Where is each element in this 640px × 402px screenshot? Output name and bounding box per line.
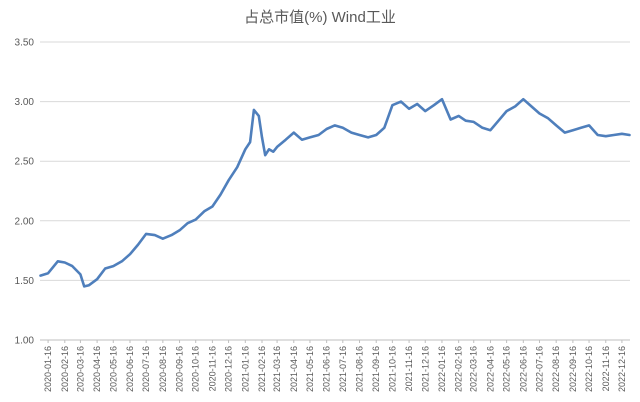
series-line: [39, 97, 631, 288]
x-tick-label: 2022-03-16: [469, 346, 479, 392]
x-tick-label: 2021-07-16: [338, 346, 348, 392]
x-tick-label: 2021-01-16: [240, 346, 250, 392]
y-tick-label: 2.50: [15, 157, 35, 168]
x-tick-label: 2021-08-16: [355, 346, 365, 392]
x-tick-label: 2020-12-16: [224, 346, 234, 392]
x-tick-label: 2022-09-16: [568, 346, 578, 392]
x-tick-label: 2022-04-16: [485, 346, 495, 392]
x-tick-label: 2021-12-16: [420, 346, 430, 392]
x-tick-label: 2021-04-16: [289, 346, 299, 392]
x-tick-label: 2022-10-16: [584, 346, 594, 392]
y-tick-label: 1.50: [15, 276, 35, 287]
x-tick-label: 2020-08-16: [158, 346, 168, 392]
x-tick-label: 2021-09-16: [371, 346, 381, 392]
x-tick-label: 2021-11-16: [404, 346, 414, 391]
x-tick-label: 2022-11-16: [601, 346, 611, 391]
x-tick-label: 2020-01-16: [43, 346, 53, 392]
x-tick-label: 2020-09-16: [175, 346, 185, 392]
series-layer: [39, 97, 631, 288]
x-tick-label: 2022-05-16: [502, 346, 512, 392]
x-tick-label: 2022-08-16: [551, 346, 561, 392]
y-tick-label: 3.00: [15, 97, 35, 108]
x-tick-label: 2020-04-16: [92, 346, 102, 392]
x-tick-label: 2021-05-16: [305, 346, 315, 392]
chart-title: 占总市值(%) Wind工业: [244, 9, 396, 26]
y-tick-label: 2.00: [15, 216, 35, 227]
x-tick-label: 2022-02-16: [454, 346, 464, 392]
x-axis-tick-labels: 2020-01-16 2020-02-16 2020-03-16 2020-04-16…: [43, 346, 627, 392]
x-tick-label: 2022-07-16: [534, 346, 544, 392]
x-tick-label: 2021-03-16: [272, 346, 282, 392]
gridlines: [40, 41, 630, 343]
x-tick-label: 2022-06-16: [518, 346, 528, 392]
x-tick-label: 2020-11-16: [207, 346, 217, 391]
x-tick-label: 2020-03-16: [75, 346, 85, 392]
x-tick-label: 2020-02-16: [60, 346, 70, 392]
x-tick-label: 2022-01-16: [437, 346, 447, 392]
y-tick-label: 3.50: [15, 38, 35, 49]
x-tick-label: 2020-06-16: [125, 346, 135, 392]
x-tick-label: 2020-10-16: [191, 346, 201, 392]
x-tick-label: 2021-10-16: [387, 346, 397, 392]
x-tick-label: 2022-12-16: [617, 346, 627, 392]
x-tick-label: 2020-07-16: [141, 346, 151, 392]
x-tick-label: 2020-05-16: [108, 346, 118, 392]
x-tick-label: 2021-06-16: [322, 346, 332, 392]
y-tick-label: 1.00: [15, 336, 35, 347]
x-tick-label: 2021-02-16: [257, 346, 267, 392]
y-axis-tick-labels: 1.00 1.50 2.00 2.50 3.00 3.50: [15, 38, 35, 347]
